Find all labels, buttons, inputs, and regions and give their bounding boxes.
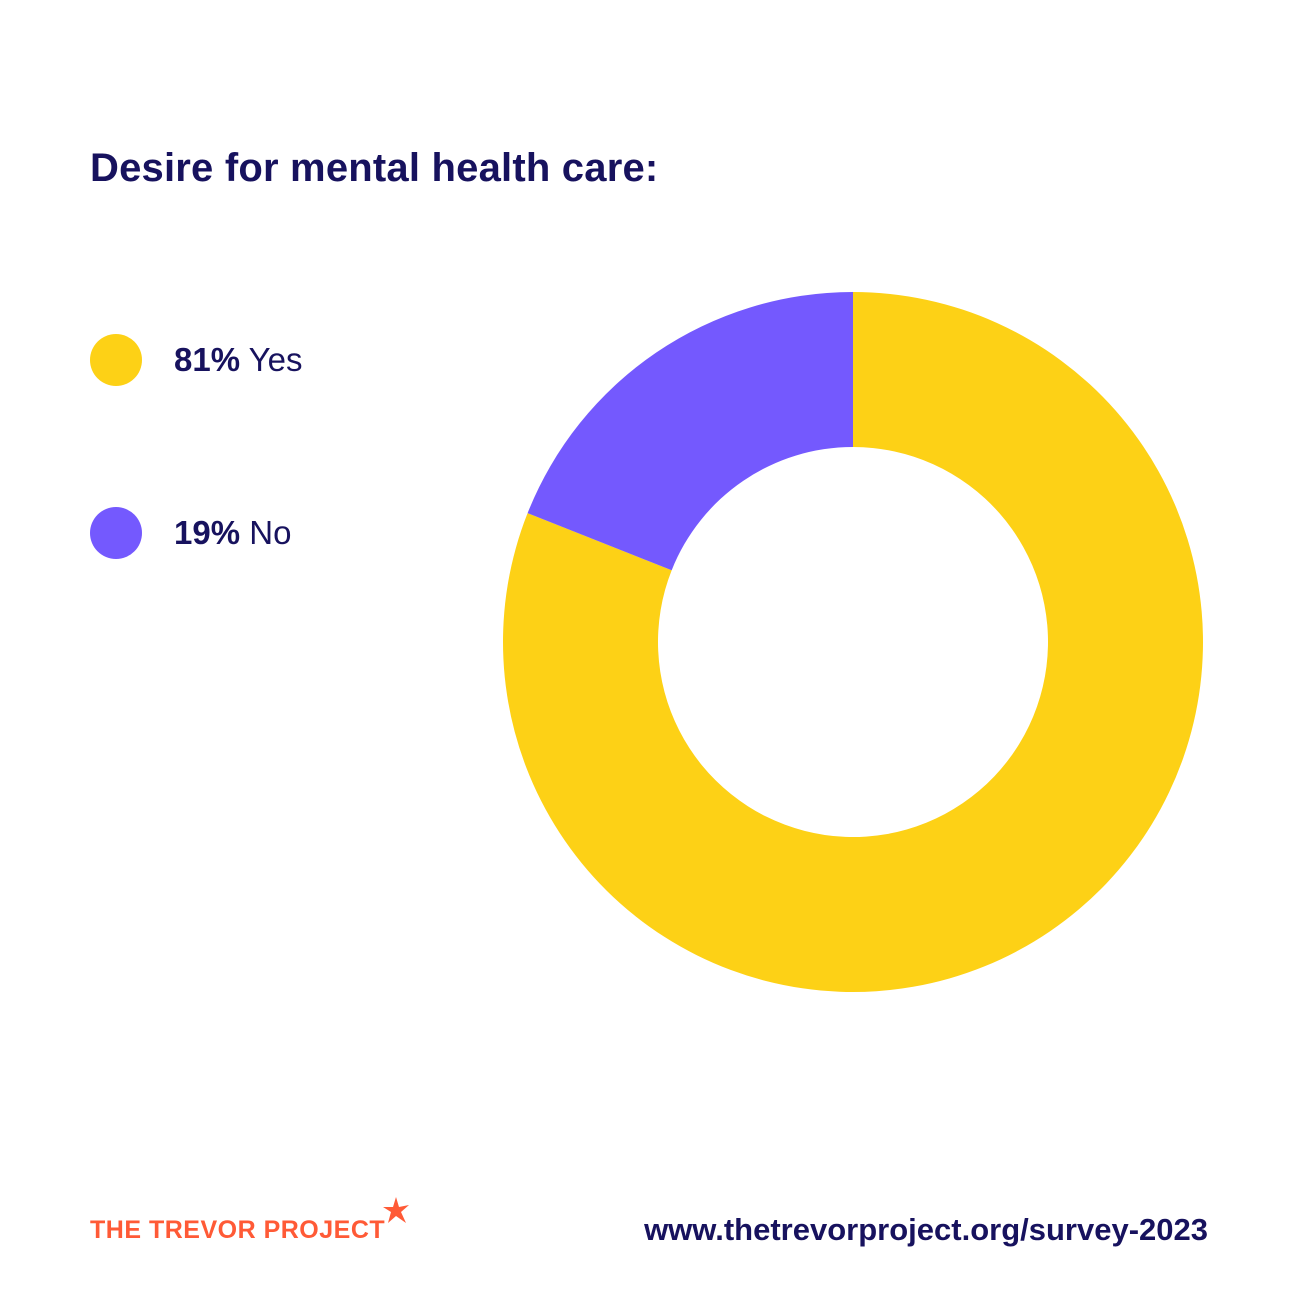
slice-no: [527, 292, 853, 571]
legend-category-no: No: [249, 514, 292, 551]
legend-swatch-yes: [90, 334, 142, 386]
chart-title: Desire for mental health care:: [90, 146, 659, 190]
slice-yes: [503, 292, 1203, 992]
legend: 81% Yes 19% No: [90, 334, 302, 680]
star-icon: [383, 1197, 410, 1223]
legend-swatch-no: [90, 507, 142, 559]
legend-label-no: 19% No: [174, 514, 291, 552]
survey-url: www.thetrevorproject.org/survey-2023: [644, 1212, 1208, 1247]
legend-value-yes: 81%: [174, 341, 241, 378]
legend-value-no: 19%: [174, 514, 241, 551]
legend-category-yes: Yes: [248, 341, 303, 378]
trevor-project-logo: THE TREVOR PROJECT: [90, 1196, 411, 1245]
legend-label-yes: 81% Yes: [174, 341, 302, 379]
legend-item-no: 19% No: [90, 507, 302, 559]
logo-text: THE TREVOR PROJECT: [90, 1216, 386, 1244]
donut-slices: [503, 292, 1203, 992]
legend-item-yes: 81% Yes: [90, 334, 302, 386]
